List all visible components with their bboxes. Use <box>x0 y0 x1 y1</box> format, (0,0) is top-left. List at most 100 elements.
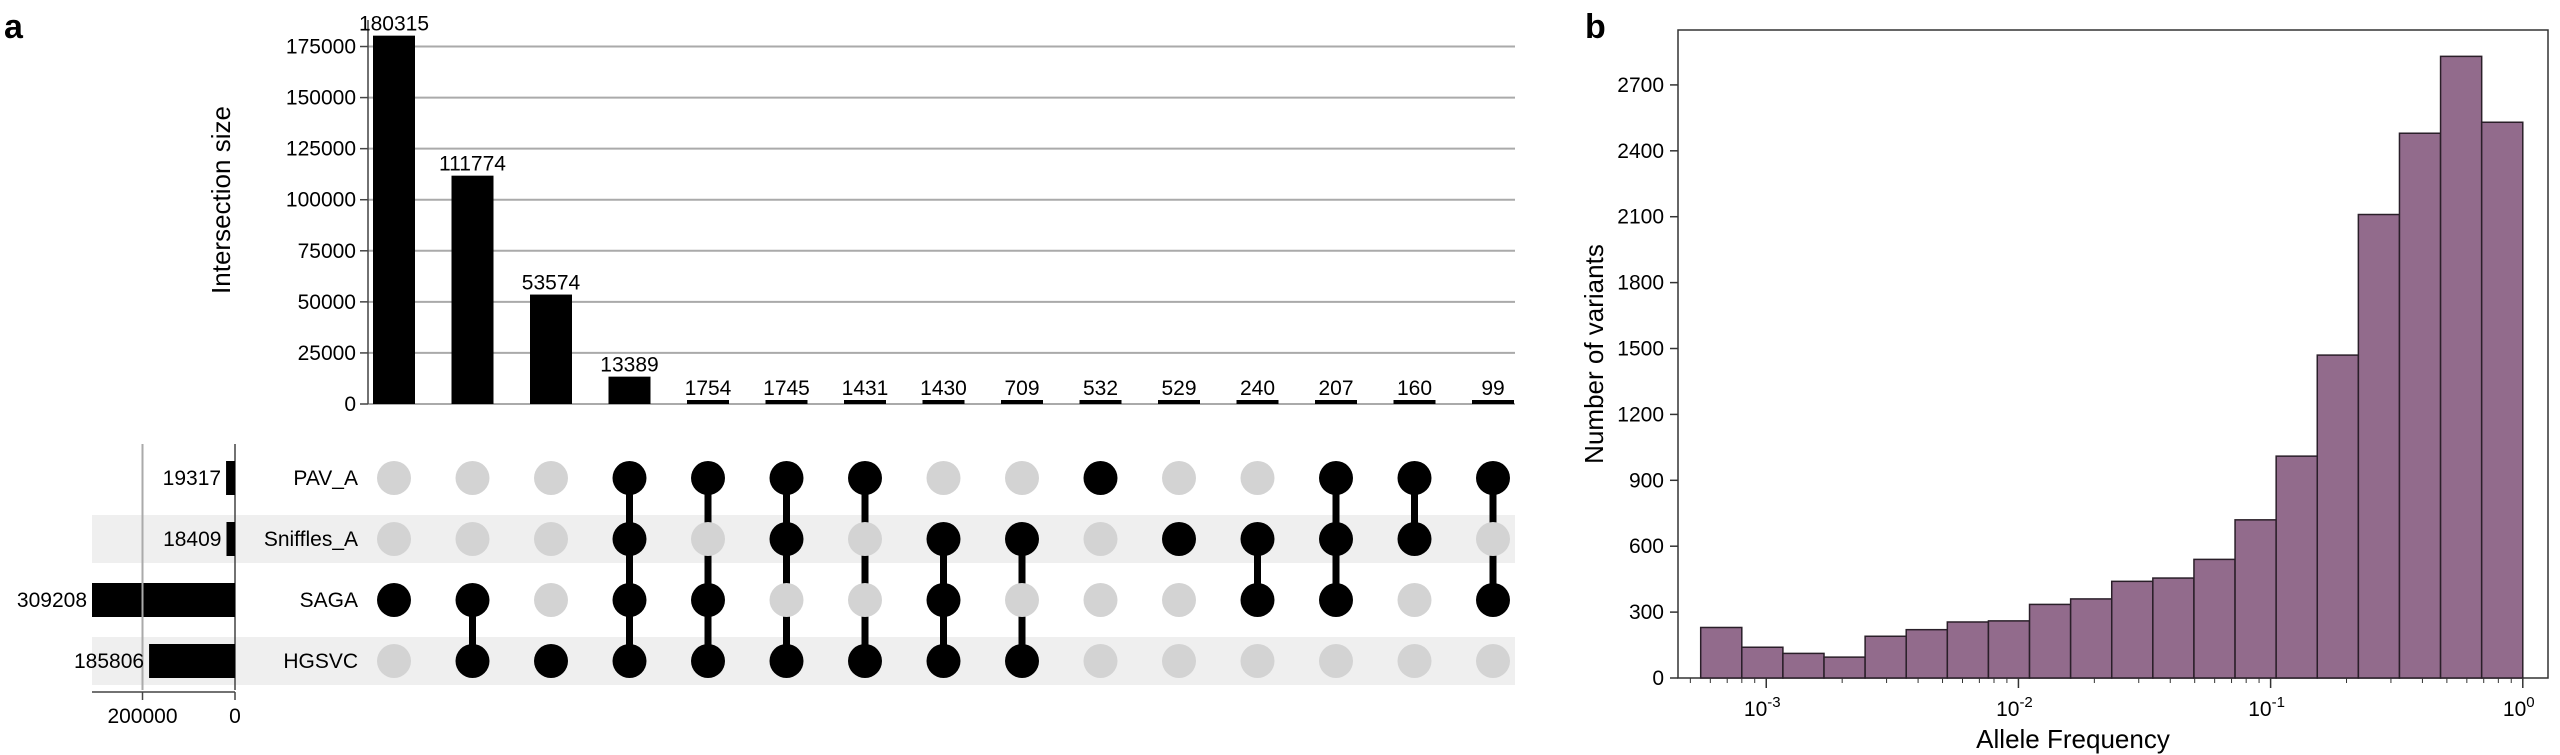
y-tick-label: 2400 <box>1617 140 1664 163</box>
set-label: Sniffles_A <box>264 528 358 551</box>
histogram-bar <box>2028 603 2072 679</box>
intersection-bar <box>1472 400 1514 404</box>
intersection-bar <box>1393 400 1436 404</box>
histogram-bar <box>2275 455 2319 679</box>
intersection-value-label: 529 <box>1161 377 1196 400</box>
membership-dot-empty <box>1319 644 1353 678</box>
intersection-bar <box>1079 400 1122 404</box>
membership-dot-filled <box>1083 461 1118 495</box>
intersection-value-label: 180315 <box>359 13 429 36</box>
y-tick-label: 25000 <box>298 342 356 365</box>
histogram-bar <box>2357 213 2401 679</box>
upset-plot: a 0 25000 50000 75000 100000 125000 150000 17500… <box>4 8 1515 728</box>
membership-dot-filled <box>1397 461 1432 495</box>
y-tick-label: 600 <box>1629 535 1664 558</box>
intersection-value-label: 1754 <box>685 377 732 400</box>
membership-dot-filled <box>691 644 725 678</box>
membership-dot-empty <box>1476 644 1510 678</box>
y-tick-label: 125000 <box>286 138 356 161</box>
x-tick-label: 10-3 <box>1744 694 1781 721</box>
x-axis-title: Allele Frequency <box>1976 724 2170 754</box>
intersection-bar <box>373 35 415 404</box>
set-label: SAGA <box>300 589 358 612</box>
intersection-bar <box>687 400 729 404</box>
y-tick-label: 1800 <box>1617 272 1664 295</box>
panel-a-letter: a <box>4 8 24 46</box>
membership-dot-empty <box>1476 522 1510 556</box>
membership-dot-empty <box>1083 583 1118 617</box>
intersection-bar <box>922 400 965 404</box>
membership-dot-filled <box>612 583 647 617</box>
membership-dot-empty <box>534 583 568 617</box>
membership-dot-filled <box>1476 461 1510 495</box>
membership-dot-filled <box>455 644 490 678</box>
membership-dot-filled <box>1397 522 1432 556</box>
intersection-bar <box>451 175 494 404</box>
intersection-value-label: 240 <box>1240 377 1275 400</box>
membership-dot-filled <box>534 644 568 678</box>
intersection-value-label: 1431 <box>842 377 889 400</box>
y-tick-label: 75000 <box>298 240 356 263</box>
membership-dot-filled <box>1240 522 1275 556</box>
membership-dot-filled <box>1319 583 1353 617</box>
intersection-value-label: 99 <box>1481 377 1504 400</box>
membership-dot-empty <box>926 461 961 495</box>
histogram-bar <box>1823 656 1866 679</box>
histogram-bar <box>2234 519 2277 679</box>
membership-dot-filled <box>1476 583 1510 617</box>
set-size-bar <box>149 644 235 678</box>
membership-dot-filled <box>1319 522 1353 556</box>
membership-dot-filled <box>377 583 411 617</box>
membership-dot-filled <box>926 644 961 678</box>
intersection-value-label: 532 <box>1083 377 1118 400</box>
x-tick-label: 10-1 <box>2248 694 2285 721</box>
intersection-value-label: 709 <box>1004 377 1039 400</box>
panel-b-letter: b <box>1585 8 1606 46</box>
intersection-value-label: 53574 <box>522 272 581 295</box>
membership-dot-empty <box>377 461 411 495</box>
membership-dot-empty <box>534 461 568 495</box>
membership-dot-filled <box>926 522 961 556</box>
set-size-bar <box>226 522 235 556</box>
y-tick-label: 2700 <box>1617 74 1664 97</box>
membership-dot-filled <box>612 461 647 495</box>
histogram-bar <box>1905 628 1949 679</box>
y-tick-label: 1500 <box>1617 338 1664 361</box>
histogram-bar <box>1782 652 1825 679</box>
membership-dot-empty <box>534 522 568 556</box>
membership-dot-empty <box>455 461 490 495</box>
y-tick-label: 175000 <box>286 36 356 59</box>
set-size-label: 19317 <box>163 467 221 490</box>
set-size-tick-label: 200000 <box>107 705 177 728</box>
membership-dot-empty <box>691 522 725 556</box>
membership-dot-filled <box>612 644 647 678</box>
y-tick-label: 0 <box>1652 667 1664 690</box>
membership-dot-filled <box>1240 583 1275 617</box>
membership-dot-empty <box>1162 644 1196 678</box>
intersection-bar <box>765 400 808 404</box>
membership-dot-empty <box>1005 583 1039 617</box>
y-tick-label: 50000 <box>298 291 356 314</box>
membership-dot-filled <box>455 583 490 617</box>
histogram-bar <box>2193 558 2236 679</box>
histogram-bar <box>1864 635 1907 679</box>
intersection-bar <box>1158 400 1200 404</box>
membership-dot-filled <box>769 522 804 556</box>
y-tick-label: 2100 <box>1617 206 1664 229</box>
histogram-bar <box>1946 621 1990 679</box>
membership-dot-empty <box>1397 583 1432 617</box>
set-size-bar <box>92 583 235 617</box>
histogram-bar <box>2069 598 2113 679</box>
intersection-bar <box>1001 400 1043 404</box>
membership-dot-empty <box>1240 644 1275 678</box>
x-tick-label: 100 <box>2503 694 2535 721</box>
y-tick-label: 1200 <box>1617 403 1664 426</box>
membership-dot-empty <box>455 522 490 556</box>
set-size-bar <box>226 461 235 495</box>
membership-dot-empty <box>377 522 411 556</box>
membership-dot-empty <box>1162 461 1196 495</box>
membership-dot-filled <box>1162 522 1196 556</box>
y-axis-title: Intersection size <box>206 106 236 294</box>
y-tick-label: 300 <box>1629 601 1664 624</box>
y-tick-label: 100000 <box>286 189 356 212</box>
